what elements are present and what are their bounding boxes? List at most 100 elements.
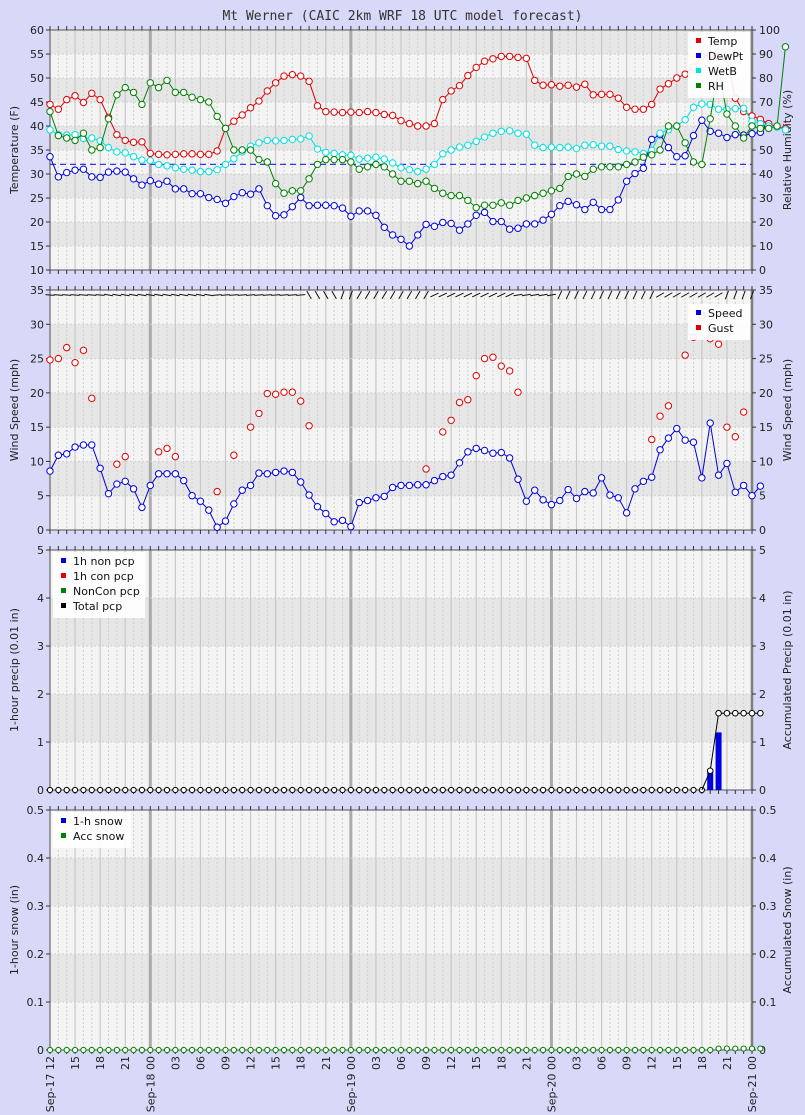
y2-tick-label: 20	[759, 387, 773, 400]
dewpt-point	[505, 225, 514, 233]
acc-snow-point	[464, 1046, 471, 1054]
dewpt-point	[714, 129, 723, 137]
gust-point	[305, 422, 313, 430]
total-pcp-zero	[63, 786, 70, 794]
gust-point	[263, 389, 271, 398]
gust-point	[79, 346, 88, 355]
gust-point	[121, 452, 129, 461]
speed-point	[723, 459, 731, 468]
dewpt-point	[280, 211, 288, 219]
speed-point	[221, 517, 230, 525]
x-tick-label: 21	[320, 1056, 333, 1070]
wind-arrow	[78, 294, 88, 296]
temp-point	[188, 150, 196, 158]
wind-arrow	[557, 290, 563, 300]
x-tick-label: 21	[119, 1056, 132, 1070]
acc-snow-point	[757, 1045, 764, 1052]
gust-point	[480, 354, 489, 363]
dewpt-point	[205, 193, 213, 202]
total-pcp-zero	[573, 786, 580, 794]
dewpt-point	[288, 202, 297, 211]
dewpt-point	[363, 207, 372, 215]
wind-arrow	[463, 292, 473, 298]
wetb-point	[422, 165, 430, 173]
speed-point	[380, 492, 388, 501]
dewpt-point	[748, 129, 756, 138]
total-pcp-zero	[305, 786, 313, 794]
temp-point	[673, 74, 681, 82]
gust-point	[656, 412, 664, 420]
rh-point	[464, 196, 472, 205]
legend-swatch	[696, 38, 701, 43]
temp-point	[414, 122, 422, 130]
speed-point	[531, 486, 539, 494]
wind-arrow	[607, 290, 613, 300]
total-pcp-zero	[673, 786, 680, 794]
acc-snow-point	[314, 1046, 321, 1054]
legend-swatch	[61, 603, 66, 608]
precip-bar	[707, 770, 714, 790]
y-tick-label: 30	[30, 168, 44, 181]
x-tick-label: 18	[295, 1056, 308, 1070]
wind-arrow	[582, 290, 588, 300]
y-tick-label: 20	[30, 216, 44, 229]
wind-arrow	[389, 290, 396, 300]
acc-snow-point	[147, 1046, 154, 1054]
dewpt-point	[230, 192, 238, 201]
wetb-point	[380, 155, 388, 163]
dewpt-point	[430, 222, 439, 231]
wind-arrow	[471, 292, 481, 298]
speed-point	[539, 496, 547, 504]
total-pcp-point	[706, 767, 714, 775]
temp-point	[589, 91, 597, 99]
acc-snow-point	[631, 1046, 639, 1054]
wetb-point	[154, 160, 163, 169]
total-pcp-zero	[138, 786, 146, 794]
y-tick-label: 0	[37, 784, 44, 797]
wetb-point	[447, 146, 455, 154]
y2-axis-label: Accumulated Snow (in)	[781, 866, 794, 993]
total-pcp-zero	[422, 786, 430, 794]
wetb-point	[255, 139, 263, 147]
speed-point	[238, 486, 246, 494]
speed-point	[88, 441, 96, 449]
y2-tick-label: 40	[759, 168, 773, 181]
wind-arrow	[398, 290, 404, 300]
wind-arrow	[423, 290, 429, 300]
rh-point	[121, 83, 129, 92]
y-tick-label: 55	[30, 48, 44, 61]
rh-point	[489, 201, 497, 209]
rh-point	[664, 122, 673, 130]
temp-point	[447, 87, 455, 95]
speed-point	[673, 424, 681, 433]
dewpt-point	[572, 201, 581, 209]
wetb-point	[505, 127, 514, 135]
wind-arrow	[446, 292, 456, 298]
dewpt-point	[322, 201, 330, 209]
rh-point	[698, 160, 706, 169]
rh-point	[472, 203, 480, 212]
y-tick-label: 0.3	[27, 900, 45, 913]
acc-snow-point	[113, 1046, 120, 1054]
wetb-point	[539, 143, 547, 152]
wind-arrow	[364, 290, 371, 300]
total-pcp-zero	[172, 786, 179, 794]
acc-snow-point	[322, 1046, 329, 1054]
y2-tick-label: 0	[759, 784, 766, 797]
wetb-point	[104, 143, 113, 152]
temp-point	[631, 105, 639, 113]
acc-snow-point	[88, 1046, 95, 1054]
speed-point	[63, 450, 71, 458]
dewpt-point	[447, 219, 455, 228]
dewpt-point	[113, 167, 121, 175]
dewpt-point	[622, 177, 631, 185]
total-pcp-point	[740, 709, 747, 717]
acc-snow-point	[280, 1046, 288, 1054]
rh-point	[556, 184, 564, 193]
y-tick-label: 25	[30, 192, 44, 205]
x-tick-label: 06	[596, 1056, 609, 1070]
rh-point	[255, 155, 263, 164]
speed-point	[305, 491, 313, 499]
panel-pcp: 0 1 2 3 4 5 0 1 2 3 4 5 1-hour precip (0.01 in) Accum…	[8, 544, 794, 797]
wind-arrow	[749, 290, 755, 300]
